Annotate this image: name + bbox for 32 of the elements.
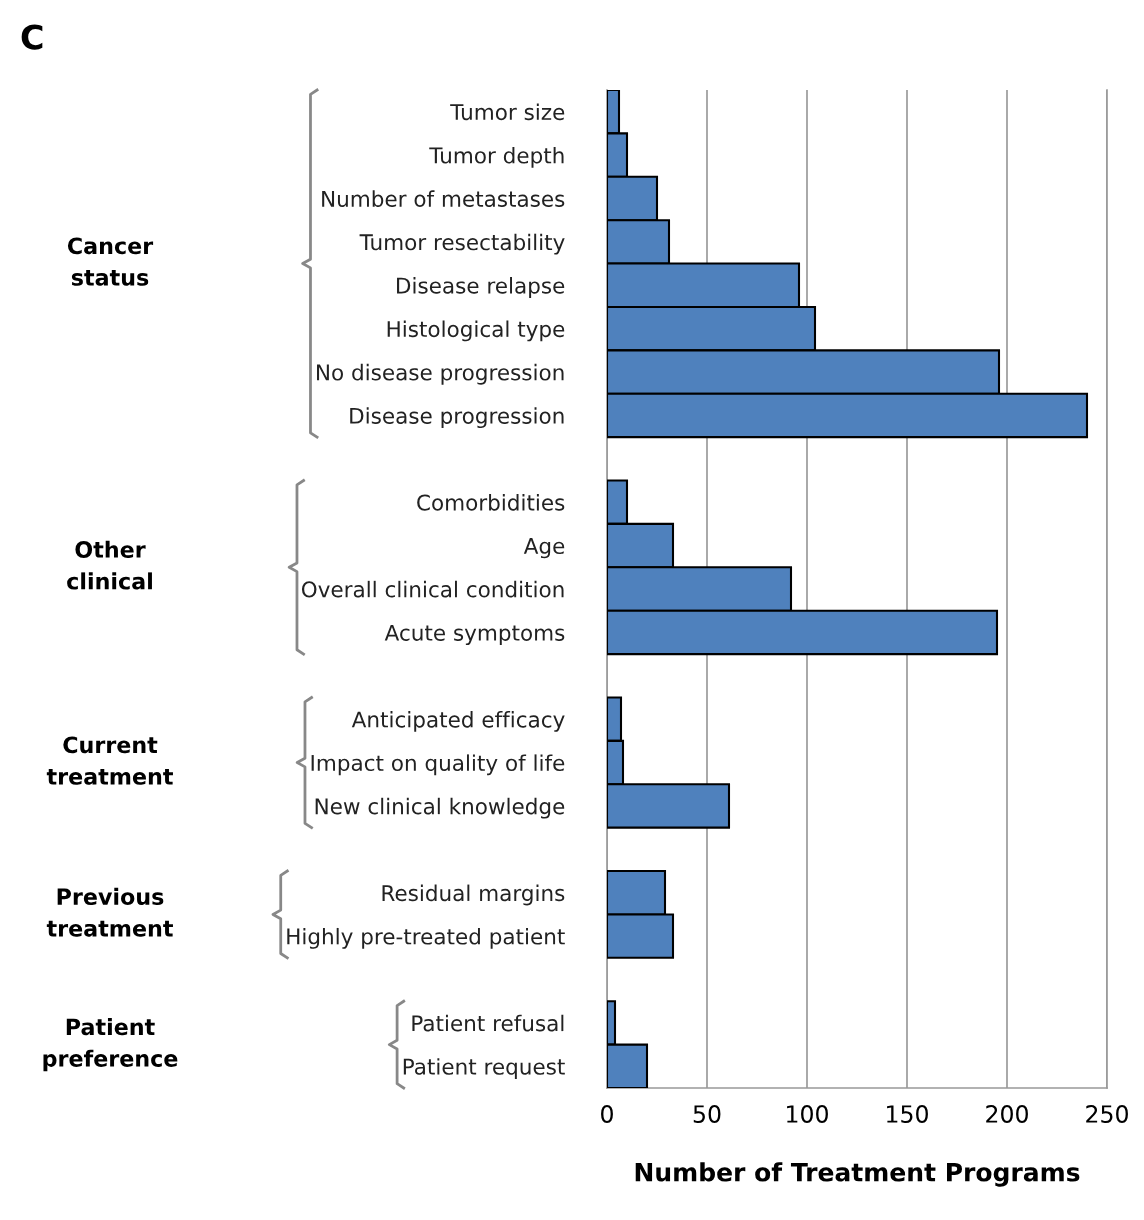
x-tick-label: 50 <box>693 1105 721 1123</box>
text: Patient preference <box>43 1018 178 1072</box>
y-tick-label: Acute symptoms <box>384 624 565 646</box>
x-tick-label: 200 <box>986 1105 1028 1123</box>
y-tick-label: Highly pre-treated patient <box>287 927 565 949</box>
text: Current treatment <box>46 736 173 785</box>
y-tick-label: Comorbidities <box>417 494 565 511</box>
x-tick-label: 250 <box>1086 1105 1128 1123</box>
y-tick-label: Tumor size <box>450 103 565 121</box>
x-tick-label: 100 <box>787 1105 828 1123</box>
y-tick-label: Age <box>523 538 565 559</box>
y-tick-label: Patient refusal <box>412 1014 564 1032</box>
text: C <box>21 24 43 50</box>
y-tick-label: Tumor resectability <box>359 233 565 255</box>
y-tick-label: Tumor depth <box>429 146 564 168</box>
y-tick-label: Anticipated efficacy <box>351 711 565 732</box>
text: Cancer status <box>67 237 154 286</box>
y-tick-label: Residual margins <box>382 884 565 906</box>
x-tick-label: 150 <box>887 1105 928 1123</box>
text: Other clinical <box>67 540 152 590</box>
y-tick-label: Impact on quality of life <box>311 754 565 776</box>
y-tick-label: Overall clinical condition <box>301 580 564 598</box>
y-tick-label: Histological type <box>387 320 565 342</box>
y-tick-label: Patient request <box>403 1058 565 1079</box>
x-axis-title: Number of Treatment Programs <box>635 1162 1080 1187</box>
text: Previous treatment <box>46 887 173 937</box>
y-tick-label: Disease progression <box>350 407 564 429</box>
y-tick-label: No disease progression <box>317 363 564 385</box>
y-tick-label: Disease relapse <box>397 277 565 298</box>
y-tick-label: New clinical knowledge <box>315 797 565 819</box>
x-tick-label: 0 <box>601 1105 613 1123</box>
y-tick-label: Number of metastases <box>322 190 565 207</box>
